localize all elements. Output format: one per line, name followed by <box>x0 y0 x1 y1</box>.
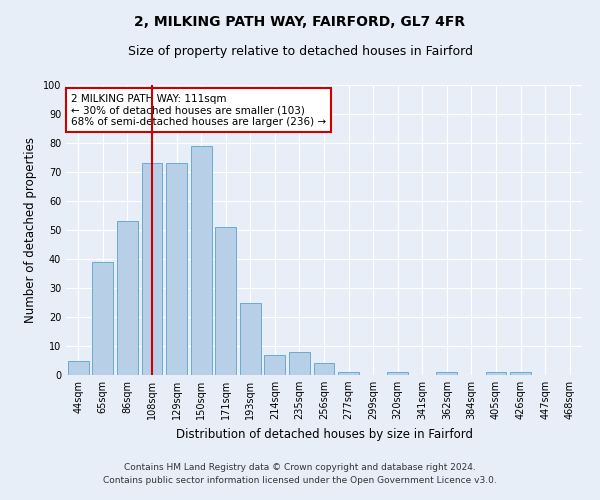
Text: 2, MILKING PATH WAY, FAIRFORD, GL7 4FR: 2, MILKING PATH WAY, FAIRFORD, GL7 4FR <box>134 15 466 29</box>
Text: 2 MILKING PATH WAY: 111sqm
← 30% of detached houses are smaller (103)
68% of sem: 2 MILKING PATH WAY: 111sqm ← 30% of deta… <box>71 94 326 127</box>
Bar <box>510 372 531 375</box>
Bar <box>191 146 212 375</box>
Bar <box>314 364 334 375</box>
Bar <box>68 360 89 375</box>
Bar <box>436 372 457 375</box>
Text: Size of property relative to detached houses in Fairford: Size of property relative to detached ho… <box>128 45 473 58</box>
Bar <box>387 372 408 375</box>
Bar <box>485 372 506 375</box>
Text: Contains HM Land Registry data © Crown copyright and database right 2024.
Contai: Contains HM Land Registry data © Crown c… <box>103 464 497 485</box>
Bar <box>215 227 236 375</box>
Bar <box>92 262 113 375</box>
Bar <box>289 352 310 375</box>
Bar <box>166 164 187 375</box>
Bar <box>338 372 359 375</box>
Bar <box>117 222 138 375</box>
Bar <box>240 302 261 375</box>
Bar <box>142 164 163 375</box>
X-axis label: Distribution of detached houses by size in Fairford: Distribution of detached houses by size … <box>176 428 473 440</box>
Bar <box>265 354 286 375</box>
Y-axis label: Number of detached properties: Number of detached properties <box>24 137 37 323</box>
